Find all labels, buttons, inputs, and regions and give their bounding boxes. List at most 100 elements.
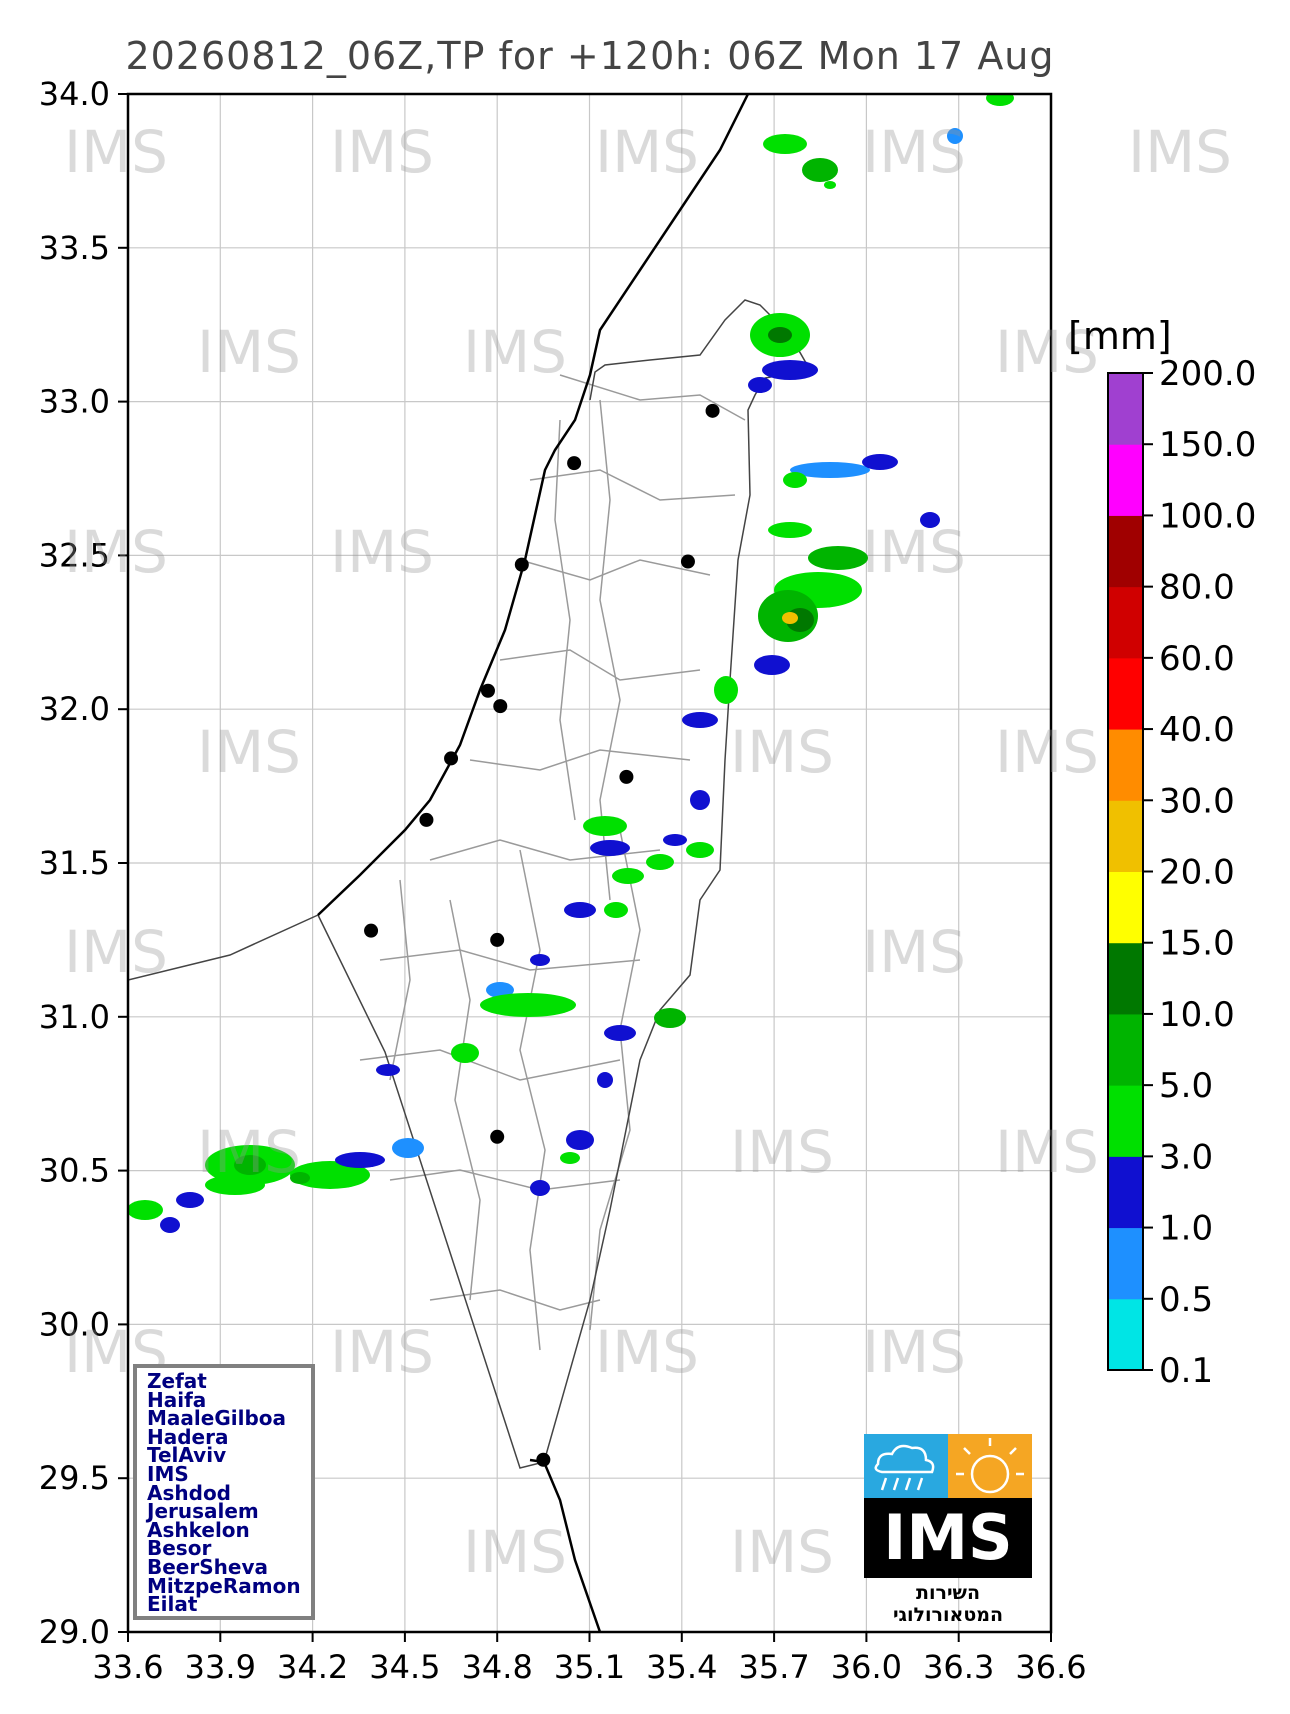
precip-cell: [748, 377, 772, 393]
precip-cell: [768, 327, 792, 343]
station-marker: [490, 932, 505, 947]
colorbar-segment: [1108, 800, 1143, 872]
x-tick-label: 33.6: [92, 1648, 163, 1686]
precip-cell: [290, 1172, 310, 1184]
region-border: [429, 1289, 601, 1311]
station-legend-item: TelAviv: [147, 1443, 227, 1468]
colorbar-level-label: 10.0: [1159, 995, 1235, 1035]
region-border: [359, 1049, 621, 1081]
station-marker: [536, 1452, 551, 1467]
station-legend-item: Ashkelon: [147, 1517, 250, 1542]
watermark: IMS: [595, 118, 699, 186]
colorbar-segment: [1108, 373, 1143, 445]
station-marker: [493, 699, 508, 714]
station-legend-item: BeerSheva: [147, 1554, 268, 1579]
precip-cell: [604, 1025, 636, 1041]
precip-cell: [824, 181, 836, 189]
x-tick-label: 35.1: [554, 1648, 625, 1686]
colorbar-segment: [1108, 444, 1143, 516]
precip-cell: [480, 993, 576, 1017]
region-border: [499, 649, 701, 681]
watermark: IMS: [862, 918, 966, 986]
y-tick-label: 29.5: [39, 1459, 110, 1497]
precip-cell: [663, 834, 687, 846]
station-marker: [364, 923, 379, 938]
precip-cell: [690, 790, 710, 810]
station-legend-item: Eilat: [147, 1592, 198, 1617]
station-legend-item: Ashdod: [147, 1480, 231, 1505]
watermark: IMS: [595, 1318, 699, 1386]
precip-cell: [790, 462, 870, 478]
precip-cell: [862, 454, 898, 470]
precip-cell: [583, 816, 627, 836]
station-legend: Zefat Haifa MaaleGilboa Hadera TelAviv I…: [133, 1364, 315, 1620]
region-border: [519, 849, 546, 1351]
station-marker: [444, 751, 459, 766]
region-border: [589, 829, 641, 1331]
watermark: IMS: [330, 1318, 434, 1386]
watermark: IMS: [463, 1518, 567, 1586]
x-axis: 33.6 33.9 34.2 34.5 34.8 35.1 35.4 35.7 36.0 36.3…: [92, 1632, 1087, 1686]
colorbar-segment: [1108, 1298, 1143, 1371]
precip-cell: [290, 1161, 370, 1189]
station-marker: [419, 812, 434, 827]
colorbar-segment: [1108, 1013, 1143, 1086]
y-tick-label: 29.0: [39, 1613, 110, 1651]
precip-cell: [646, 854, 674, 870]
precip-cell: [754, 655, 790, 675]
precip-cell: [564, 902, 596, 918]
station-marker: [567, 456, 582, 471]
precip-cell: [763, 134, 807, 154]
map-grid: [128, 94, 1051, 1632]
colorbar-level-label: 40.0: [1159, 710, 1235, 750]
precipitation-field: [128, 94, 1014, 1233]
x-tick-label: 33.9: [185, 1648, 256, 1686]
colorbar-level-label: 100.0: [1159, 496, 1256, 536]
precip-cell: [947, 128, 963, 144]
colorbar-segment: [1108, 871, 1143, 944]
precip-cell: [530, 1180, 550, 1196]
precip-cell: [762, 360, 818, 380]
precip-cell: [376, 1064, 400, 1076]
colorbar-segment: [1108, 586, 1143, 659]
x-tick-label: 36.3: [923, 1648, 994, 1686]
colorbar-level-label: 60.0: [1159, 639, 1235, 679]
logo-name: IMS: [864, 1498, 1032, 1578]
y-tick-label: 30.0: [39, 1305, 110, 1343]
station-legend-item: Hadera: [147, 1424, 229, 1449]
y-tick-label: 30.5: [39, 1152, 110, 1190]
precip-cell: [783, 472, 807, 488]
precip-cell: [392, 1138, 424, 1158]
watermark: IMS: [197, 718, 301, 786]
colorbar-level-label: 80.0: [1159, 568, 1235, 608]
watermark: IMS: [463, 318, 567, 386]
y-tick-label: 32.5: [39, 536, 110, 574]
precip-cell: [604, 902, 628, 918]
ims-logo: IMS השירות המטאורולוגי: [864, 1434, 1032, 1626]
region-boundaries: [359, 374, 746, 1351]
station-marker: [705, 403, 720, 418]
precip-cell: [560, 1152, 580, 1164]
x-tick-label: 35.4: [646, 1648, 717, 1686]
colorbar-segment: [1108, 942, 1143, 1015]
colorbar-level-label: 3.0: [1159, 1137, 1213, 1177]
watermark: IMS: [995, 1118, 1099, 1186]
watermark: IMS: [64, 918, 168, 986]
precip-cell: [566, 1130, 594, 1150]
colorbar-level-label: 200.0: [1159, 354, 1256, 394]
station-legend-item: Haifa: [147, 1387, 207, 1412]
watermark: IMS: [862, 1318, 966, 1386]
precip-cell: [176, 1192, 204, 1208]
y-tick-label: 32.0: [39, 690, 110, 728]
egypt-border: [128, 914, 319, 981]
watermark: IMS: [730, 1118, 834, 1186]
precip-cell: [682, 712, 718, 728]
station-marker: [480, 683, 495, 698]
precip-cell: [768, 522, 812, 538]
precip-cell: [160, 1217, 180, 1233]
y-tick-label: 34.0: [39, 75, 110, 113]
watermark: IMS: [730, 1518, 834, 1586]
precip-cell: [486, 982, 514, 998]
region-border: [469, 749, 691, 771]
precip-cell: [590, 840, 630, 856]
